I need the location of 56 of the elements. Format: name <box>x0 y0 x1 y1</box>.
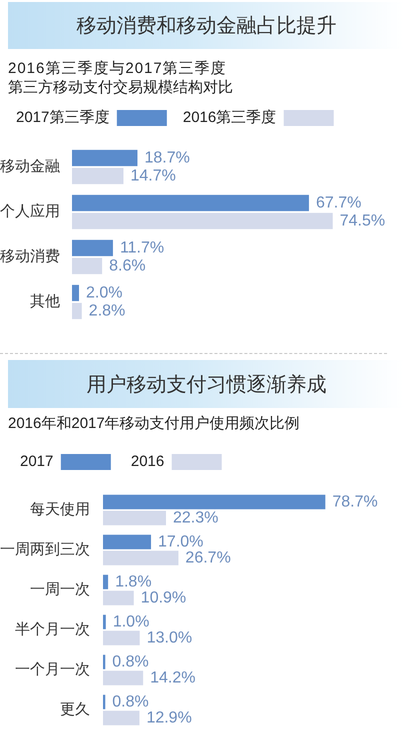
bar <box>72 240 113 256</box>
data-label: 0.8% <box>112 693 149 710</box>
data-label: 26.7% <box>185 549 231 566</box>
bar <box>103 710 140 726</box>
data-label: 0.8% <box>112 653 149 670</box>
bar <box>103 494 326 510</box>
data-label: 14.2% <box>150 669 196 686</box>
bar <box>72 284 79 302</box>
bar <box>72 258 102 274</box>
data-label: 14.7% <box>130 167 176 184</box>
data-label: 17.0% <box>158 533 204 550</box>
bar <box>103 630 140 646</box>
bar <box>72 168 124 184</box>
data-label: 2.0% <box>86 284 122 302</box>
y-tick-label: 其他 <box>30 293 60 310</box>
data-label: 11.7% <box>120 239 164 256</box>
chart-subtitle: 2016第三季度与2017第三季度第三方移动支付交易规模结构对比 <box>8 59 234 97</box>
data-label: 78.7% <box>332 493 378 510</box>
chart-subtitle: 2016年和2017年移动支付用户使用频次比例 <box>8 414 301 433</box>
data-label: 12.9% <box>146 709 192 726</box>
y-tick-label: 一周一次 <box>30 581 90 598</box>
bar <box>103 550 178 566</box>
y-tick-label: 一个月一次 <box>15 661 90 678</box>
legend-label: 2017 <box>20 453 54 470</box>
legend-label: 2016 <box>130 453 164 470</box>
bar <box>103 510 166 526</box>
y-tick-label: 个人应用 <box>0 203 60 220</box>
bar <box>103 614 106 630</box>
data-label: 67.7% <box>316 194 362 212</box>
data-label: 13.0% <box>146 629 192 646</box>
bar <box>103 670 144 686</box>
bar <box>72 150 138 166</box>
bar <box>72 302 82 320</box>
y-tick-label: 半个月一次 <box>15 621 90 638</box>
y-tick-label: 每天使用 <box>30 501 90 518</box>
data-label: 1.0% <box>112 613 150 630</box>
data-label: 2.8% <box>88 302 126 320</box>
data-label: 8.6% <box>109 257 146 274</box>
bar <box>103 574 108 590</box>
y-tick-label: 更久 <box>60 701 90 718</box>
bar <box>103 590 134 606</box>
legend-label: 2017第三季度 <box>16 109 110 126</box>
data-label: 22.3% <box>172 509 218 526</box>
y-tick-label: 移动金融 <box>0 158 60 176</box>
data-label: 18.7% <box>144 149 190 166</box>
data-label: 74.5% <box>340 212 386 230</box>
bar <box>72 212 333 230</box>
legend-label: 2016第三季度 <box>182 109 276 126</box>
y-tick-label: 一周两到三次 <box>0 541 90 558</box>
chart-title: 用户移动支付习惯逐渐养成 <box>86 372 326 398</box>
bar <box>72 194 309 212</box>
bar <box>103 534 152 550</box>
data-label: 10.9% <box>140 589 186 606</box>
chart-title: 移动消费和移动金融占比提升 <box>76 14 336 39</box>
y-tick-label: 移动消费 <box>0 248 60 266</box>
data-label: 1.8% <box>115 573 152 590</box>
